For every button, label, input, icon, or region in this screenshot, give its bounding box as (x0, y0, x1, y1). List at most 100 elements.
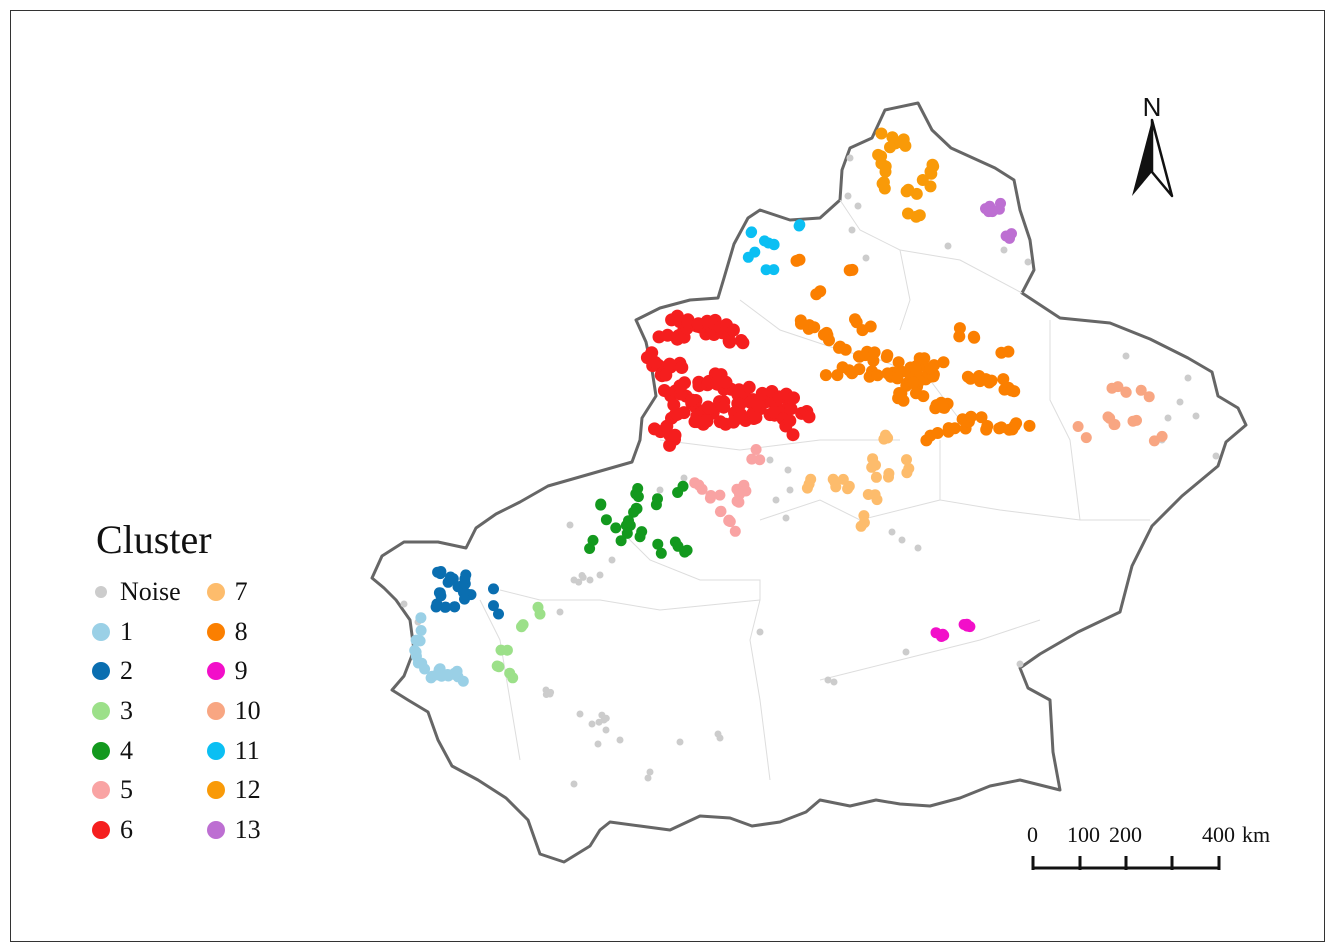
cluster-point (680, 474, 688, 482)
cluster-point (717, 400, 731, 414)
cluster-point (1120, 386, 1132, 398)
cluster-point (501, 644, 513, 656)
cluster-point (965, 410, 977, 423)
cluster-point (1024, 258, 1032, 266)
cluster-point (824, 676, 832, 684)
cluster-point (705, 490, 717, 501)
cluster-point (729, 525, 741, 537)
cluster-point (880, 351, 893, 363)
cluster-point (936, 401, 949, 414)
legend-label: 1 (120, 616, 133, 646)
cluster-point (488, 583, 499, 595)
legend-columns: Noise 1 2 3 4 5 6 7 8 9 10 11 12 13 (92, 572, 261, 850)
cluster-point (566, 521, 574, 529)
cluster-point (853, 363, 866, 376)
cluster-point (879, 165, 892, 178)
cluster-point (937, 356, 950, 369)
cluster-point (646, 768, 654, 776)
cluster-point (504, 667, 516, 679)
cluster-point (916, 174, 929, 186)
cluster-point (732, 383, 746, 397)
cluster-point (457, 675, 469, 687)
cluster-point (610, 522, 622, 534)
legend-label: 13 (234, 814, 261, 844)
cluster-point (823, 334, 835, 347)
cluster-point (414, 635, 426, 647)
cluster-point (676, 738, 684, 746)
cluster-point (975, 411, 988, 424)
legend-item: 10 (206, 691, 261, 731)
cluster-point (903, 463, 915, 474)
cluster-point (924, 165, 937, 178)
cluster-point (875, 127, 888, 140)
cluster-point (675, 361, 689, 374)
cluster-point (449, 601, 461, 613)
cluster-point (1135, 384, 1147, 396)
cluster-point (570, 780, 578, 788)
cluster-point (432, 566, 444, 578)
cluster-point (864, 320, 877, 333)
cluster-point (884, 141, 896, 154)
cluster-point (685, 393, 699, 407)
cluster-point (667, 398, 681, 412)
cluster-point (786, 486, 794, 494)
north-label: N (1142, 92, 1162, 122)
legend-label: 12 (234, 775, 261, 805)
cluster-point (787, 391, 800, 405)
cluster-point (768, 264, 780, 276)
cluster-point (878, 433, 890, 445)
cluster-point (556, 608, 564, 616)
cluster-point (1164, 414, 1172, 422)
cluster-point (783, 414, 797, 428)
cluster-point (1080, 432, 1092, 444)
legend-item: 6 (92, 810, 181, 850)
cluster-point (616, 736, 624, 744)
cluster-point (1156, 430, 1168, 442)
cluster-point (451, 665, 463, 677)
legend-column-left: Noise 1 2 3 4 5 6 (92, 572, 181, 850)
cluster-point (895, 387, 908, 400)
cluster-point (419, 663, 431, 675)
cluster-point (746, 453, 758, 465)
cluster-point (1010, 417, 1023, 430)
cluster-point (907, 376, 920, 389)
cluster-point (578, 572, 586, 579)
legend-title: Cluster (96, 517, 212, 562)
cluster-point (901, 454, 912, 466)
scale-label-200: 200 (1109, 822, 1142, 847)
cluster-point (644, 774, 652, 782)
cluster-point (621, 527, 633, 539)
cluster-point (700, 414, 714, 428)
cluster-point (595, 499, 607, 511)
cluster-point (400, 600, 408, 608)
cluster-point (849, 313, 861, 326)
cluster-point (888, 528, 896, 536)
cluster-point (805, 473, 817, 485)
cluster-point (902, 648, 910, 656)
cluster-point (742, 251, 754, 263)
cluster-point (655, 547, 667, 559)
cluster-point (652, 493, 663, 505)
cluster-point (754, 454, 766, 466)
cluster-point (918, 352, 931, 365)
cluster-point (672, 487, 684, 498)
cluster-point (810, 288, 823, 301)
cluster-point (782, 514, 790, 522)
cluster-point (663, 357, 677, 371)
legend-swatch (92, 622, 110, 641)
cluster-point (1023, 419, 1036, 432)
cluster-point (1000, 246, 1008, 254)
cluster-point (1143, 391, 1155, 403)
north-arrow-icon (1132, 118, 1174, 198)
cluster-point (608, 556, 616, 564)
cluster-point (493, 661, 505, 673)
cluster-point (878, 182, 891, 195)
legend-item: 2 (92, 651, 181, 691)
cluster-point (786, 428, 800, 442)
cluster-point (883, 468, 895, 479)
cluster-point (871, 369, 884, 382)
cluster-point (716, 734, 724, 742)
cluster-point (839, 343, 852, 356)
cluster-point (602, 726, 610, 734)
scale-label-400: 400 (1202, 822, 1235, 847)
